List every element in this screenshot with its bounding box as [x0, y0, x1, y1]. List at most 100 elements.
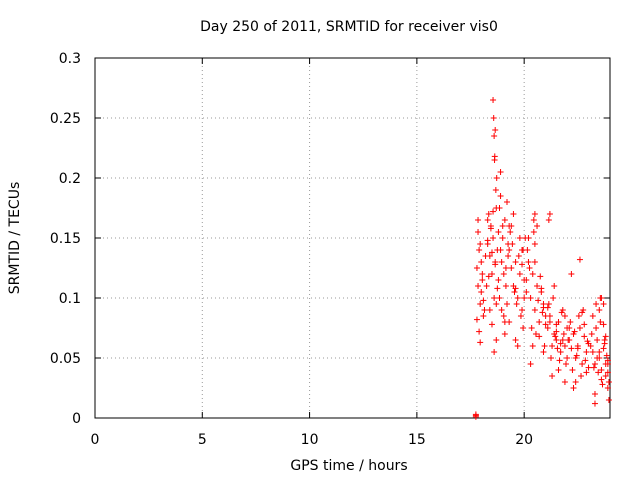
data-point — [495, 277, 502, 283]
data-point — [514, 343, 521, 349]
data-point — [508, 265, 515, 271]
data-point — [523, 277, 530, 283]
data-point — [499, 223, 506, 229]
x-tick-label: 5 — [198, 432, 207, 448]
data-point — [581, 321, 588, 328]
y-tick-label: 0.1 — [59, 291, 81, 307]
data-point — [602, 361, 609, 367]
data-point — [599, 381, 606, 388]
data-point — [591, 361, 598, 367]
data-point — [492, 261, 499, 268]
data-point — [534, 283, 541, 289]
data-point — [572, 379, 579, 385]
data-point — [506, 247, 513, 253]
data-point — [507, 229, 514, 235]
data-point — [546, 313, 553, 319]
data-point — [511, 289, 518, 295]
data-point — [566, 325, 573, 331]
data-point — [576, 256, 583, 263]
data-point — [535, 297, 542, 304]
data-point — [520, 247, 527, 253]
data-point — [576, 325, 583, 331]
data-point — [488, 271, 495, 277]
data-point — [527, 361, 534, 367]
data-point — [598, 367, 605, 373]
data-point — [525, 259, 532, 265]
data-point — [553, 321, 560, 328]
data-point — [475, 283, 482, 289]
data-point — [501, 217, 508, 223]
data-point — [542, 321, 549, 328]
data-point — [517, 313, 524, 319]
data-point — [519, 261, 526, 268]
data-point — [604, 369, 611, 376]
data-point — [602, 333, 609, 340]
data-point — [552, 333, 559, 340]
data-point — [481, 307, 488, 313]
data-point — [510, 211, 517, 217]
data-point — [593, 325, 600, 331]
data-point — [557, 349, 564, 355]
data-point — [536, 333, 543, 340]
data-point — [472, 411, 479, 418]
data-point — [561, 379, 568, 385]
data-point — [598, 295, 605, 301]
data-point — [529, 343, 536, 349]
data-point — [540, 349, 547, 355]
data-point — [484, 217, 491, 223]
y-tick-label: 0.2 — [59, 171, 81, 187]
x-tick-label: 20 — [515, 432, 533, 448]
data-point — [594, 337, 601, 343]
data-point — [484, 237, 491, 244]
data-point — [588, 331, 595, 337]
data-point — [520, 325, 527, 331]
x-tick-label: 10 — [301, 432, 319, 448]
data-point — [485, 211, 492, 217]
data-point — [531, 259, 538, 265]
data-point — [529, 271, 536, 277]
data-point — [547, 355, 554, 361]
data-point — [502, 283, 509, 289]
data-point — [498, 259, 505, 265]
data-point — [602, 373, 609, 379]
data-point — [513, 301, 520, 307]
data-point — [490, 235, 497, 241]
data-point — [491, 349, 498, 355]
data-point — [512, 337, 519, 343]
data-point — [567, 319, 574, 325]
data-point — [475, 229, 482, 235]
data-point — [538, 285, 545, 292]
data-point — [527, 295, 534, 301]
data-point — [496, 205, 503, 211]
data-point — [570, 385, 577, 391]
data-point — [492, 187, 499, 193]
data-point — [490, 208, 497, 215]
data-point — [589, 313, 596, 319]
data-point — [565, 337, 572, 343]
data-point — [490, 97, 497, 103]
data-point — [504, 199, 510, 205]
data-point — [521, 295, 528, 301]
data-point — [486, 307, 493, 313]
data-point — [495, 229, 502, 235]
x-tick-label: 15 — [408, 432, 426, 448]
data-point — [559, 337, 566, 343]
data-point — [553, 328, 560, 335]
data-point — [563, 361, 570, 367]
data-point — [584, 338, 591, 345]
data-point — [545, 301, 552, 307]
data-point — [526, 265, 533, 271]
data-point — [568, 345, 575, 352]
data-point — [477, 241, 484, 247]
data-point — [502, 265, 509, 271]
data-point — [479, 271, 486, 277]
data-point — [485, 273, 492, 280]
data-point — [480, 297, 487, 304]
data-point — [583, 369, 590, 376]
data-point — [554, 345, 561, 352]
data-point — [585, 364, 592, 371]
data-point — [491, 153, 498, 160]
data-point — [493, 301, 500, 307]
y-axis-label: SRMTID / TECUs — [7, 182, 23, 295]
